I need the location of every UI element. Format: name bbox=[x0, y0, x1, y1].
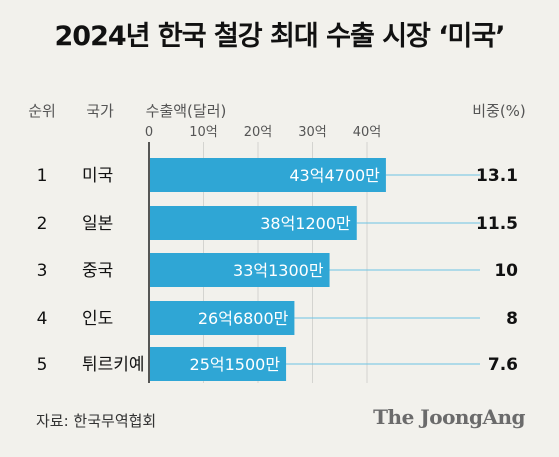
country-label: 일본 bbox=[82, 214, 113, 234]
bar bbox=[150, 206, 357, 240]
bar-value-label: 38억1200만 bbox=[260, 214, 351, 233]
bar-value-label: 25억1500만 bbox=[190, 355, 281, 374]
bar bbox=[150, 347, 287, 381]
bar-value-label: 33억1300만 bbox=[233, 261, 324, 280]
x-tick-label: 30억 bbox=[298, 125, 327, 140]
share-value: 10 bbox=[494, 261, 518, 281]
amount-header: 수출액(달러) bbox=[146, 102, 227, 120]
country-header: 국가 bbox=[86, 102, 114, 120]
bar-row: 3 중국 33억1300만 10 bbox=[37, 253, 518, 287]
country-label: 튀르키예 bbox=[82, 355, 145, 375]
share-header: 비중(%) bbox=[472, 102, 526, 120]
bar-row: 2 일본 38억1200만 11.5 bbox=[37, 206, 518, 240]
x-tick-label: 10억 bbox=[189, 125, 218, 140]
share-value: 7.6 bbox=[488, 355, 518, 375]
bar-value-label: 26억6800만 bbox=[198, 309, 289, 328]
bar bbox=[150, 158, 386, 192]
rank-label: 5 bbox=[37, 355, 48, 375]
bar-row: 4 인도 26억6800만 8 bbox=[37, 301, 518, 335]
brand-logo: The JoongAng bbox=[373, 405, 525, 429]
rank-label: 2 bbox=[37, 214, 48, 234]
country-label: 인도 bbox=[82, 309, 113, 329]
bar bbox=[150, 253, 330, 287]
rank-label: 1 bbox=[37, 166, 48, 186]
bar-row: 5 튀르키예 25억1500만 7.6 bbox=[37, 347, 518, 381]
share-value: 8 bbox=[506, 309, 518, 329]
source-note: 자료: 한국무역협회 bbox=[36, 412, 157, 430]
rank-label: 4 bbox=[37, 309, 48, 329]
x-tick-label: 20억 bbox=[244, 125, 273, 140]
bar-row: 1 미국 43억4700만 13.1 bbox=[37, 158, 518, 192]
country-label: 중국 bbox=[82, 261, 113, 281]
x-tick-label: 0 bbox=[145, 125, 153, 140]
x-tick-label: 40억 bbox=[353, 125, 382, 140]
share-value: 11.5 bbox=[476, 214, 518, 234]
bar bbox=[150, 301, 295, 335]
share-value: 13.1 bbox=[476, 166, 518, 186]
rank-label: 3 bbox=[37, 261, 48, 281]
country-label: 미국 bbox=[82, 166, 113, 186]
bar-value-label: 43억4700만 bbox=[289, 166, 380, 185]
rank-header: 순위 bbox=[28, 102, 56, 120]
chart-title: 2024년 한국 철강 최대 수출 시장 ‘미국’ bbox=[54, 21, 506, 52]
